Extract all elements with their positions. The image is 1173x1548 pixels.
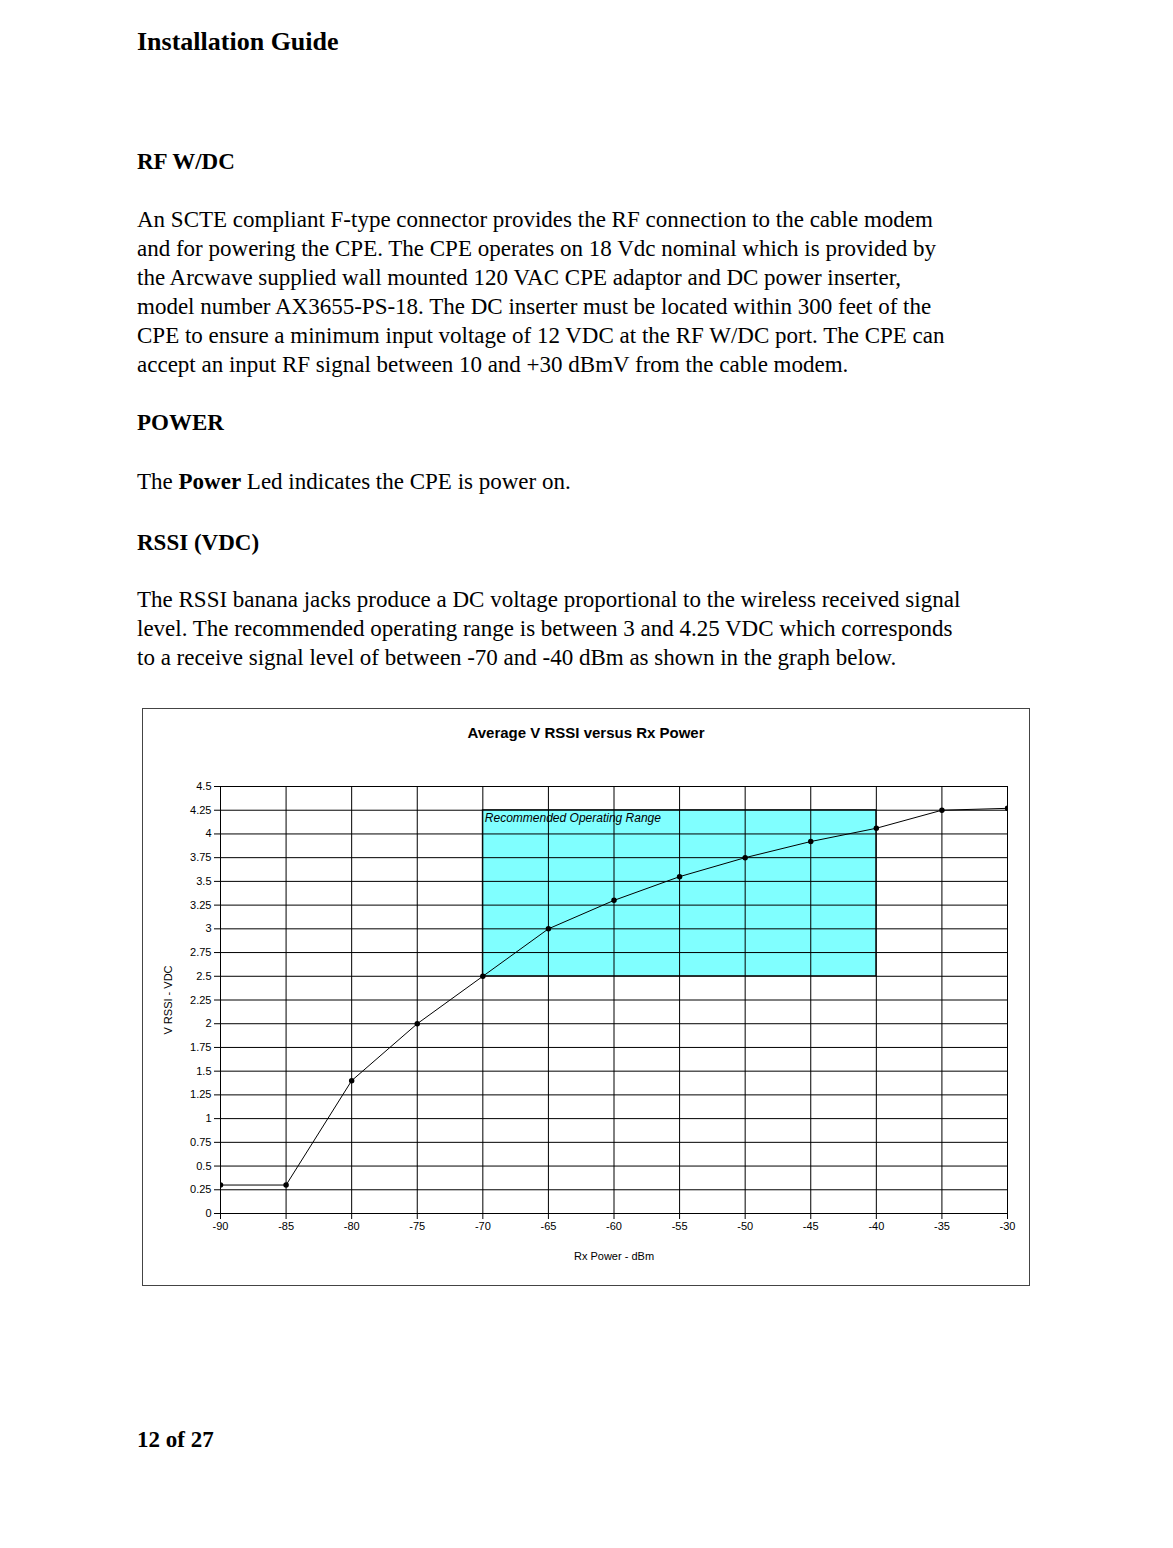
svg-text:V RSSI - VDC: V RSSI - VDC [162, 965, 174, 1034]
svg-text:-65: -65 [540, 1220, 556, 1232]
html-text:accept an input RF signal betw: accept an input RF signal between 10 and… [137, 351, 849, 377]
svg-text:-75: -75 [409, 1220, 425, 1232]
svg-text:-50: -50 [737, 1220, 753, 1232]
svg-text:3.75: 3.75 [190, 851, 211, 863]
svg-text:0.75: 0.75 [190, 1136, 211, 1148]
svg-text:-45: -45 [803, 1220, 819, 1232]
svg-text:-40: -40 [868, 1220, 884, 1232]
svg-text:2.75: 2.75 [190, 946, 211, 958]
html-text:and for powering the CPE. The: and for powering the CPE. The CPE operat… [137, 235, 936, 261]
svg-text:0.5: 0.5 [196, 1160, 211, 1172]
svg-text:1.5: 1.5 [196, 1065, 211, 1077]
html-text:CPE to ensure a minimum input: CPE to ensure a minimum input voltage of… [137, 322, 945, 348]
html-text:RF W/DC: RF W/DC [137, 148, 235, 174]
svg-text:Recommended Operating Range: Recommended Operating Range [485, 811, 661, 825]
html-text:An SCTE compliant F-type conne: An SCTE compliant F-type connector provi… [137, 206, 933, 232]
svg-text:-80: -80 [344, 1220, 360, 1232]
svg-text:3.5: 3.5 [196, 875, 211, 887]
svg-text:-90: -90 [213, 1220, 229, 1232]
html-text:Installation Guide: Installation Guide [137, 27, 339, 56]
svg-text:2: 2 [205, 1017, 211, 1029]
svg-text:2.5: 2.5 [196, 970, 211, 982]
svg-text:1.25: 1.25 [190, 1088, 211, 1100]
html-text:RSSI (VDC): RSSI (VDC) [137, 529, 259, 555]
html-text:The Power Led indicates the CP: The Power Led indicates the CPE is power… [137, 468, 571, 494]
svg-text:1.75: 1.75 [190, 1041, 211, 1053]
svg-text:3: 3 [205, 922, 211, 934]
svg-text:-60: -60 [606, 1220, 622, 1232]
html-text:model number AX3655-PS-18. The: model number AX3655-PS-18. The DC insert… [137, 293, 932, 319]
html-text:12 of 27: 12 of 27 [137, 1426, 214, 1452]
svg-text:-70: -70 [475, 1220, 491, 1232]
svg-text:-55: -55 [672, 1220, 688, 1232]
svg-text:0: 0 [205, 1207, 211, 1219]
svg-text:-35: -35 [934, 1220, 950, 1232]
html-text:to a receive signal level of b: to a receive signal level of between -70… [137, 644, 897, 670]
svg-text:Rx Power - dBm: Rx Power - dBm [574, 1250, 654, 1262]
svg-text:4.5: 4.5 [196, 780, 211, 792]
svg-text:0.25: 0.25 [190, 1183, 211, 1195]
html-text:the Arcwave supplied wall moun: the Arcwave supplied wall mounted 120 VA… [137, 264, 902, 290]
html-text:level. The recommended operati: level. The recommended operating range i… [137, 615, 953, 641]
svg-text:3.25: 3.25 [190, 899, 211, 911]
svg-text:1: 1 [205, 1112, 211, 1124]
html-text:Average V RSSI versus Rx Power: Average V RSSI versus Rx Power [467, 724, 705, 741]
html-text:The RSSI banana jacks produce: The RSSI banana jacks produce a DC volta… [137, 586, 961, 612]
svg-text:2.25: 2.25 [190, 994, 211, 1006]
svg-text:-85: -85 [278, 1220, 294, 1232]
svg-text:-30: -30 [1000, 1220, 1016, 1232]
svg-text:4: 4 [205, 827, 211, 839]
svg-text:4.25: 4.25 [190, 804, 211, 816]
html-text:POWER: POWER [137, 409, 224, 435]
